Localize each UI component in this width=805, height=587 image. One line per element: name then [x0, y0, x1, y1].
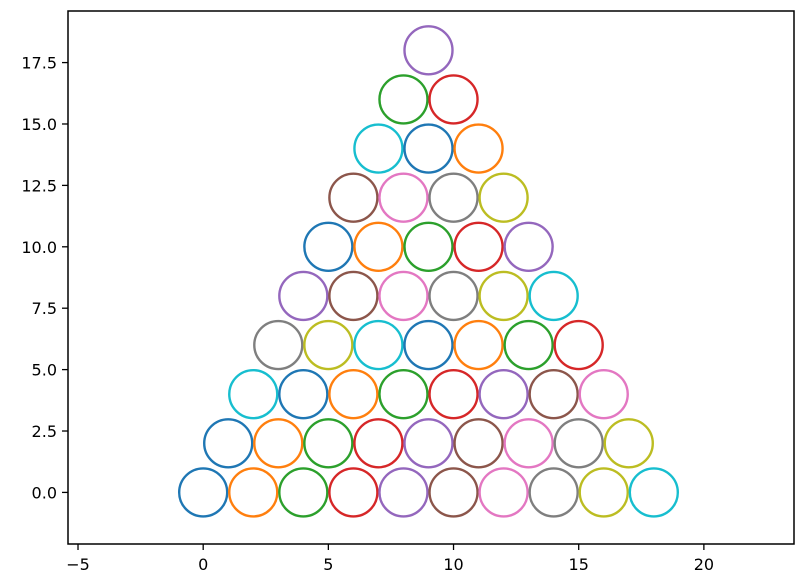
- data-point: [378, 368, 429, 420]
- data-point: [228, 368, 279, 420]
- data-point: [428, 467, 479, 518]
- data-point: [553, 418, 604, 469]
- data-point: [528, 270, 579, 322]
- data-point: [503, 418, 554, 469]
- data-point: [453, 123, 504, 174]
- data-point: [353, 319, 404, 371]
- x-tick-label: 5: [323, 555, 333, 574]
- data-point: [353, 418, 404, 469]
- x-tick-label: 15: [569, 555, 589, 574]
- y-tick-label: 2.5: [32, 422, 57, 441]
- data-point: [177, 467, 229, 518]
- y-tick-label: 0.0: [32, 483, 57, 502]
- data-point: [578, 368, 629, 420]
- data-point: [428, 368, 479, 420]
- data-point: [378, 74, 429, 125]
- data-point: [328, 270, 379, 322]
- x-tick-label: 0: [198, 555, 208, 574]
- data-point: [303, 221, 354, 272]
- data-point: [278, 368, 329, 420]
- data-point: [378, 270, 429, 322]
- data-point: [403, 123, 454, 174]
- x-tick-label: 10: [443, 555, 463, 574]
- data-point: [603, 418, 654, 469]
- data-point: [353, 221, 404, 272]
- data-point: [328, 172, 379, 223]
- data-points: [177, 25, 680, 518]
- data-point: [578, 467, 629, 518]
- data-point: [353, 123, 404, 174]
- y-tick-label: 17.5: [21, 54, 57, 73]
- data-point: [453, 418, 504, 469]
- y-tick-label: 12.5: [21, 176, 57, 195]
- data-point: [278, 270, 329, 322]
- data-point: [478, 368, 529, 420]
- data-point: [428, 172, 479, 223]
- y-tick-label: 5.0: [32, 361, 57, 380]
- data-point: [478, 270, 529, 322]
- y-tick-label: 15.0: [21, 115, 57, 134]
- data-point: [478, 467, 529, 518]
- data-point: [228, 467, 279, 518]
- data-point: [378, 467, 429, 518]
- data-point: [378, 172, 429, 223]
- data-point: [403, 221, 454, 272]
- data-point: [453, 221, 504, 272]
- data-point: [278, 467, 329, 518]
- y-axis: 0.0 2.5 5.0 7.5 10.0 12.5 15.0 17.5: [21, 54, 68, 502]
- data-point: [528, 368, 579, 420]
- y-tick-label: 7.5: [32, 299, 57, 318]
- x-tick-label: −5: [66, 555, 90, 574]
- data-point: [503, 221, 554, 272]
- data-point: [403, 319, 454, 371]
- data-point: [303, 319, 354, 371]
- data-point: [503, 319, 554, 371]
- data-point: [328, 467, 379, 518]
- x-tick-label: 20: [694, 555, 714, 574]
- data-point: [428, 74, 479, 125]
- data-point: [403, 25, 454, 76]
- data-point: [428, 270, 479, 322]
- data-point: [303, 418, 354, 469]
- data-point: [553, 319, 604, 371]
- data-point: [478, 172, 529, 223]
- data-point: [253, 319, 304, 371]
- data-point: [203, 418, 254, 469]
- data-point: [403, 418, 454, 469]
- data-point: [328, 368, 379, 420]
- x-axis: −5 0 5 10 15 20: [66, 544, 714, 574]
- data-point: [453, 319, 504, 371]
- y-tick-label: 10.0: [21, 238, 57, 257]
- data-point: [253, 418, 304, 469]
- data-point: [528, 467, 579, 518]
- data-point: [628, 467, 680, 518]
- plot-frame: [67, 10, 795, 545]
